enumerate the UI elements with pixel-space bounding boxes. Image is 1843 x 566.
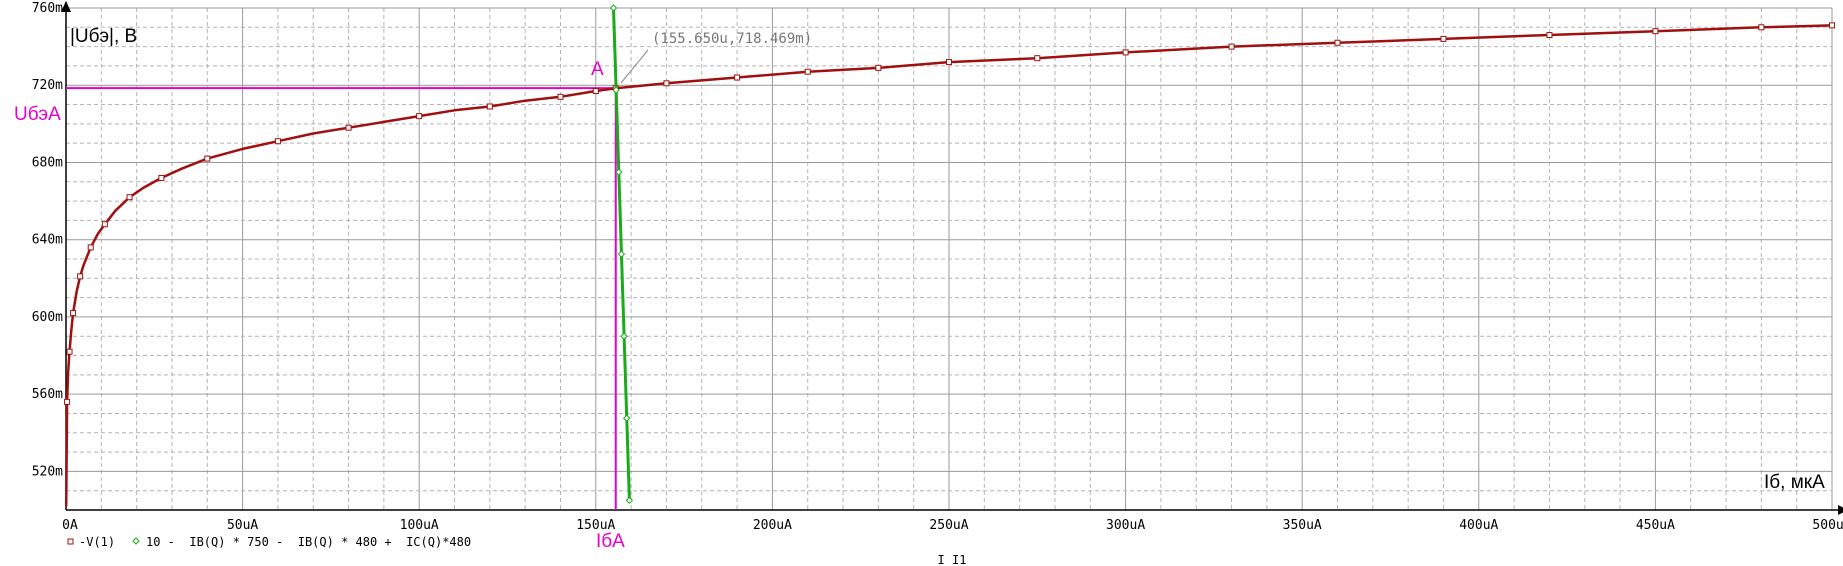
x-tick-label: 350uA bbox=[1283, 518, 1322, 533]
series-point-v1 bbox=[663, 80, 670, 87]
series-point-v1 bbox=[486, 103, 493, 110]
series-point-load bbox=[612, 86, 620, 94]
y-tick-labels: 520m 560m 600m 640m 680m 720m 760m bbox=[32, 1, 63, 479]
y-tick-label: 560m bbox=[32, 387, 63, 402]
series-point-v1 bbox=[70, 310, 77, 317]
series-point-v1 bbox=[1334, 39, 1341, 46]
series-point-v1 bbox=[804, 68, 811, 75]
legend-label-series-1: -V(1) bbox=[79, 535, 115, 549]
y-axis-label: |Uбэ|, В bbox=[70, 26, 137, 47]
x-tick-label: 300uA bbox=[1106, 518, 1145, 533]
series-point-load bbox=[617, 250, 626, 258]
x-tick-label: 50uA bbox=[227, 518, 258, 533]
series-point-load bbox=[620, 332, 628, 340]
series-point-load bbox=[625, 496, 634, 505]
x-marker-label: IбA bbox=[596, 531, 625, 552]
y-tick-label: 680m bbox=[32, 155, 63, 170]
axes bbox=[61, 1, 1843, 515]
point-label-a: A bbox=[591, 59, 604, 80]
series-point-v1 bbox=[1122, 49, 1129, 56]
y-tick-label: 760m bbox=[32, 1, 63, 16]
x-tick-label: 200uA bbox=[753, 518, 792, 533]
series-point-v1 bbox=[1034, 55, 1041, 62]
legend-marker-series-1 bbox=[67, 538, 74, 545]
y-tick-label: 640m bbox=[32, 233, 63, 248]
series-point-v1 bbox=[1440, 35, 1447, 42]
series-point-v1 bbox=[1546, 32, 1553, 39]
x-tick-label: 150uA bbox=[576, 518, 615, 533]
series-point-load bbox=[615, 168, 623, 176]
series-point-v1 bbox=[1228, 43, 1235, 50]
y-axis-arrow bbox=[61, 1, 71, 12]
operating-point-markers bbox=[66, 87, 617, 510]
series-point-v1 bbox=[1758, 24, 1765, 31]
x-tick-label: 100uA bbox=[400, 518, 439, 533]
series-point-v1 bbox=[64, 398, 71, 405]
y-tick-label: 600m bbox=[32, 310, 63, 325]
series-point-v1 bbox=[87, 244, 94, 251]
x-axis-arrow bbox=[1838, 505, 1843, 515]
series-point-v1 bbox=[557, 93, 564, 100]
y-tick-label: 520m bbox=[32, 464, 63, 479]
x-tick-label: 450uA bbox=[1636, 518, 1675, 533]
x-tick-label: 500uA bbox=[1812, 518, 1843, 533]
series-point-v1 bbox=[126, 194, 133, 201]
x-axis-label: Iб, мкА bbox=[1764, 472, 1825, 493]
series-point-v1 bbox=[158, 174, 165, 181]
series-point-v1 bbox=[345, 124, 352, 131]
x-tick-label: 0A bbox=[62, 518, 78, 533]
legend: -V(1) 10 - IB(Q) * 750 - IB(Q) * 480 + I… bbox=[67, 535, 471, 549]
x-tick-labels: 0A 50uA 100uA 150uA 200uA 250uA 300uA 350uA 400u… bbox=[62, 518, 1843, 533]
cursor-readout: (155.650u,718.469m) bbox=[652, 31, 812, 47]
series-point-load bbox=[609, 4, 618, 12]
series-point-v1 bbox=[66, 348, 73, 355]
series-point-v1 bbox=[875, 64, 882, 71]
x-axis-title: I_I1 bbox=[938, 553, 967, 566]
series-point-v1 bbox=[946, 59, 952, 66]
series-point-v1 bbox=[274, 138, 281, 145]
series-point-v1 bbox=[416, 113, 423, 120]
legend-marker-series-2 bbox=[132, 537, 140, 545]
series-point-v1 bbox=[101, 221, 108, 228]
x-tick-label: 400uA bbox=[1459, 518, 1498, 533]
y-tick-label: 720m bbox=[32, 78, 63, 93]
series-point-v1 bbox=[592, 88, 599, 95]
series-point-v1 bbox=[204, 155, 211, 162]
grid bbox=[66, 7, 1833, 510]
series-point-load bbox=[622, 414, 631, 422]
series-point-v1 bbox=[734, 74, 741, 81]
cursor-leader-line bbox=[620, 49, 649, 84]
x-tick-label: 250uA bbox=[929, 518, 968, 533]
series-point-v1 bbox=[77, 273, 84, 280]
series bbox=[64, 4, 1835, 507]
series-point-v1 bbox=[1652, 28, 1659, 35]
y-marker-label: UбэA bbox=[14, 104, 61, 125]
legend-label-series-2: 10 - IB(Q) * 750 - IB(Q) * 480 + IC(Q)*4… bbox=[146, 535, 471, 549]
series-point-v1 bbox=[1829, 22, 1835, 29]
